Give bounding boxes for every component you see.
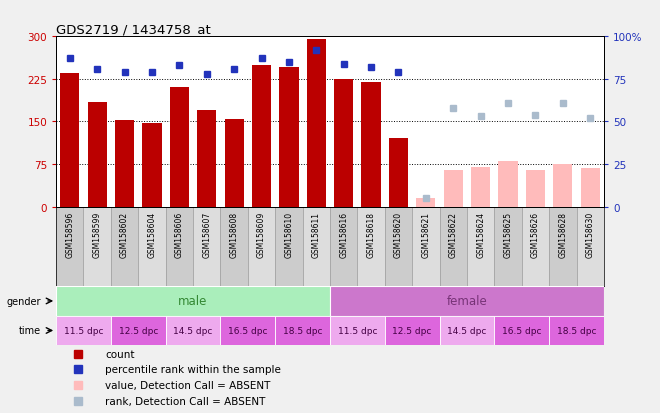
Bar: [440, 316, 494, 345]
Bar: [526, 170, 545, 207]
Bar: [549, 207, 577, 287]
Bar: [494, 207, 521, 287]
Bar: [416, 199, 436, 207]
Text: 16.5 dpc: 16.5 dpc: [502, 326, 541, 335]
Text: percentile rank within the sample: percentile rank within the sample: [106, 365, 281, 375]
Text: GSM158609: GSM158609: [257, 211, 266, 257]
Bar: [412, 207, 440, 287]
Text: GSM158625: GSM158625: [504, 211, 513, 257]
Bar: [330, 287, 604, 316]
Text: GSM158628: GSM158628: [558, 211, 568, 257]
Bar: [115, 121, 134, 207]
Text: female: female: [447, 295, 487, 308]
Bar: [498, 162, 517, 207]
Bar: [252, 66, 271, 207]
Bar: [330, 316, 385, 345]
Bar: [56, 287, 330, 316]
Text: GSM158616: GSM158616: [339, 211, 348, 257]
Bar: [553, 165, 572, 207]
Text: GSM158602: GSM158602: [120, 211, 129, 257]
Bar: [521, 207, 549, 287]
Text: 18.5 dpc: 18.5 dpc: [283, 326, 322, 335]
Text: 16.5 dpc: 16.5 dpc: [228, 326, 267, 335]
Bar: [330, 207, 358, 287]
Text: 14.5 dpc: 14.5 dpc: [174, 326, 213, 335]
Bar: [111, 316, 166, 345]
Text: GSM158610: GSM158610: [284, 211, 294, 257]
Bar: [88, 102, 107, 207]
Bar: [166, 316, 220, 345]
Bar: [220, 316, 275, 345]
Bar: [471, 168, 490, 207]
Bar: [60, 74, 79, 207]
Bar: [248, 207, 275, 287]
Text: 12.5 dpc: 12.5 dpc: [119, 326, 158, 335]
Bar: [220, 207, 248, 287]
Text: GSM158618: GSM158618: [366, 211, 376, 257]
Text: GSM158596: GSM158596: [65, 211, 75, 257]
Bar: [302, 207, 330, 287]
Text: 14.5 dpc: 14.5 dpc: [447, 326, 486, 335]
Text: GSM158611: GSM158611: [312, 211, 321, 257]
Bar: [279, 68, 298, 207]
Bar: [549, 316, 604, 345]
Text: GSM158606: GSM158606: [175, 211, 184, 257]
Bar: [143, 123, 162, 207]
Bar: [440, 207, 467, 287]
Text: GSM158599: GSM158599: [92, 211, 102, 257]
Bar: [385, 316, 440, 345]
Bar: [224, 119, 244, 207]
Text: GSM158626: GSM158626: [531, 211, 540, 257]
Bar: [197, 111, 216, 207]
Bar: [166, 207, 193, 287]
Text: rank, Detection Call = ABSENT: rank, Detection Call = ABSENT: [106, 396, 266, 406]
Bar: [275, 207, 302, 287]
Bar: [111, 207, 138, 287]
Text: value, Detection Call = ABSENT: value, Detection Call = ABSENT: [106, 380, 271, 390]
Bar: [193, 207, 220, 287]
Bar: [389, 139, 408, 207]
Text: 11.5 dpc: 11.5 dpc: [338, 326, 377, 335]
Bar: [362, 83, 381, 207]
Bar: [138, 207, 166, 287]
Bar: [444, 170, 463, 207]
Bar: [307, 40, 326, 207]
Text: gender: gender: [7, 296, 41, 306]
Text: GSM158620: GSM158620: [394, 211, 403, 257]
Text: GSM158621: GSM158621: [421, 211, 430, 257]
Text: 11.5 dpc: 11.5 dpc: [64, 326, 103, 335]
Bar: [494, 316, 549, 345]
Bar: [170, 88, 189, 207]
Text: GSM158608: GSM158608: [230, 211, 239, 257]
Bar: [467, 207, 494, 287]
Bar: [334, 80, 353, 207]
Bar: [577, 207, 604, 287]
Text: GSM158630: GSM158630: [585, 211, 595, 257]
Text: male: male: [178, 295, 208, 308]
Text: count: count: [106, 349, 135, 358]
Bar: [56, 316, 111, 345]
Bar: [83, 207, 111, 287]
Text: GSM158607: GSM158607: [202, 211, 211, 257]
Bar: [56, 207, 83, 287]
Text: GSM158624: GSM158624: [476, 211, 485, 257]
Bar: [275, 316, 330, 345]
Bar: [385, 207, 412, 287]
Text: GDS2719 / 1434758_at: GDS2719 / 1434758_at: [56, 23, 211, 36]
Bar: [358, 207, 385, 287]
Text: GSM158604: GSM158604: [147, 211, 156, 257]
Text: time: time: [19, 326, 41, 336]
Text: GSM158622: GSM158622: [449, 211, 458, 257]
Text: 18.5 dpc: 18.5 dpc: [557, 326, 596, 335]
Bar: [581, 169, 600, 207]
Text: 12.5 dpc: 12.5 dpc: [393, 326, 432, 335]
